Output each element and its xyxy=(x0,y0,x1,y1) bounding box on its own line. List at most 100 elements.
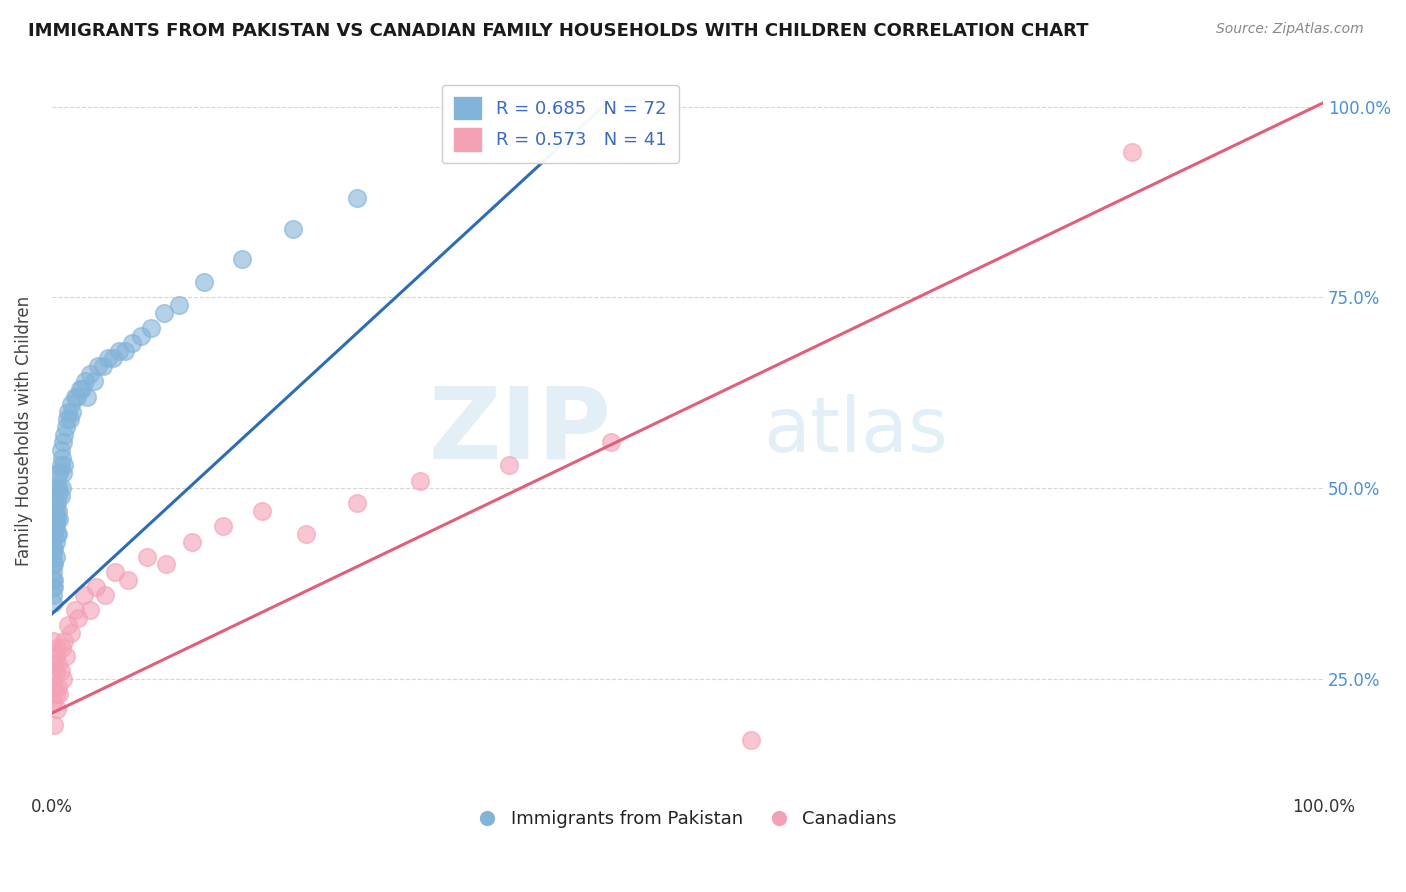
Point xyxy=(136,549,159,564)
Point xyxy=(295,527,318,541)
Point xyxy=(55,648,77,663)
Legend: Immigrants from Pakistan, Canadians: Immigrants from Pakistan, Canadians xyxy=(471,803,904,835)
Point xyxy=(79,367,101,381)
Point xyxy=(45,665,67,679)
Point xyxy=(42,565,65,579)
Point xyxy=(51,641,73,656)
Point xyxy=(76,390,98,404)
Point xyxy=(58,412,80,426)
Point xyxy=(283,221,305,235)
Point xyxy=(51,481,73,495)
Point xyxy=(114,343,136,358)
Point xyxy=(58,618,80,632)
Point xyxy=(44,717,66,731)
Point xyxy=(44,519,66,533)
Point xyxy=(42,633,65,648)
Point xyxy=(53,633,76,648)
Point xyxy=(44,542,66,557)
Point xyxy=(72,382,94,396)
Point xyxy=(52,435,75,450)
Point xyxy=(94,588,117,602)
Point xyxy=(108,343,131,358)
Y-axis label: Family Households with Children: Family Households with Children xyxy=(15,296,32,566)
Point xyxy=(66,390,89,404)
Point xyxy=(49,665,72,679)
Point xyxy=(63,603,86,617)
Point xyxy=(46,657,69,671)
Point xyxy=(167,298,190,312)
Point xyxy=(45,549,67,564)
Point xyxy=(139,321,162,335)
Point xyxy=(52,672,75,686)
Point xyxy=(60,405,83,419)
Point xyxy=(409,474,432,488)
Point xyxy=(193,275,215,289)
Point xyxy=(45,481,67,495)
Point xyxy=(49,458,72,473)
Point xyxy=(42,596,65,610)
Point xyxy=(44,573,66,587)
Point xyxy=(346,496,368,510)
Point xyxy=(44,558,66,572)
Point xyxy=(498,458,520,473)
Point xyxy=(180,534,202,549)
Point xyxy=(97,351,120,366)
Point xyxy=(53,427,76,442)
Point xyxy=(46,527,69,541)
Point xyxy=(155,558,177,572)
Point xyxy=(45,481,67,495)
Point xyxy=(44,657,66,671)
Text: Source: ZipAtlas.com: Source: ZipAtlas.com xyxy=(1216,22,1364,37)
Text: IMMIGRANTS FROM PAKISTAN VS CANADIAN FAMILY HOUSEHOLDS WITH CHILDREN CORRELATION: IMMIGRANTS FROM PAKISTAN VS CANADIAN FAM… xyxy=(28,22,1088,40)
Point xyxy=(45,511,67,525)
Point xyxy=(45,641,67,656)
Point xyxy=(69,382,91,396)
Point xyxy=(42,672,65,686)
Text: atlas: atlas xyxy=(763,394,949,468)
Point xyxy=(104,565,127,579)
Point xyxy=(42,580,65,594)
Point xyxy=(48,687,70,701)
Point xyxy=(48,466,70,480)
Point xyxy=(1121,145,1143,160)
Point xyxy=(129,328,152,343)
Point xyxy=(117,573,139,587)
Point xyxy=(44,580,66,594)
Point xyxy=(42,573,65,587)
Point xyxy=(86,359,108,373)
Point xyxy=(121,336,143,351)
Point xyxy=(740,733,762,747)
Point xyxy=(63,390,86,404)
Point xyxy=(42,588,65,602)
Point xyxy=(52,466,75,480)
Point xyxy=(46,504,69,518)
Point xyxy=(44,680,66,694)
Point xyxy=(58,405,80,419)
Point xyxy=(72,588,94,602)
Point xyxy=(83,375,105,389)
Point xyxy=(48,511,70,525)
Point xyxy=(45,687,67,701)
Text: ZIP: ZIP xyxy=(429,383,612,479)
Point xyxy=(49,442,72,457)
Point xyxy=(55,420,77,434)
Point xyxy=(49,489,72,503)
Point xyxy=(45,511,67,525)
Point xyxy=(45,496,67,510)
Point xyxy=(91,359,114,373)
Point xyxy=(44,511,66,525)
Point xyxy=(46,466,69,480)
Point xyxy=(51,450,73,465)
Point xyxy=(44,496,66,510)
Point xyxy=(67,611,90,625)
Point xyxy=(42,695,65,709)
Point xyxy=(45,519,67,533)
Point xyxy=(212,519,235,533)
Point xyxy=(45,504,67,518)
Point xyxy=(59,626,82,640)
Point xyxy=(44,527,66,541)
Point xyxy=(45,527,67,541)
Point xyxy=(46,680,69,694)
Point xyxy=(42,549,65,564)
Point xyxy=(79,603,101,617)
